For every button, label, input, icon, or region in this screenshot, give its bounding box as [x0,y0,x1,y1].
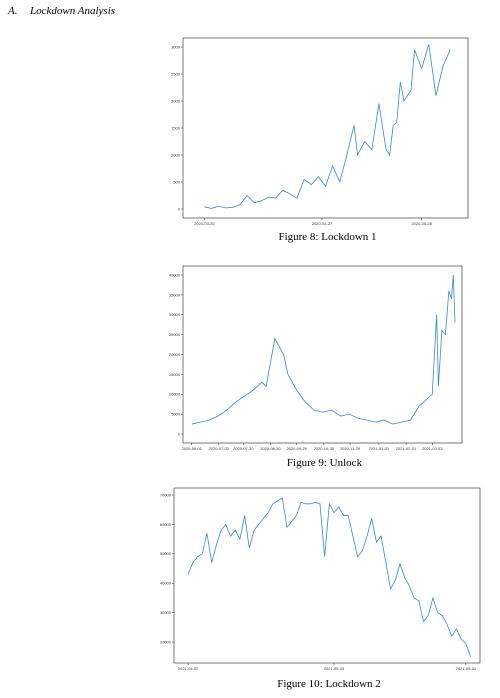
data-line [204,44,451,209]
section-title: Lockdown Analysis [29,5,115,17]
y-tick-label: 1000 [171,152,181,157]
y-tick-label: 30000 [169,312,181,317]
figure-caption: Figure 8: Lockdown 1 [278,231,376,243]
y-tick-label: 5000 [171,412,181,417]
y-tick-label: 50000 [160,551,172,556]
section-number: A. [7,5,17,17]
y-tick-label: 3000 [171,44,181,49]
x-tick-label: 2021-01-01 [369,446,390,451]
y-tick-label: 2000 [171,98,181,103]
y-tick-label: 70000 [160,492,172,497]
y-tick-label: 1500 [171,125,181,130]
x-tick-label: 2020-08-30 [260,446,281,451]
data-line [187,497,471,657]
figure-caption: Figure 9: Unlock [287,457,363,469]
figure-caption: Figure 10: Lockdown 2 [277,678,381,690]
y-tick-label: 35000 [169,292,181,297]
y-tick-label: 500 [173,179,180,184]
y-tick-label: 40000 [169,272,181,277]
x-tick-label: 2020-09-29 [286,446,307,451]
y-tick-label: 60000 [160,522,172,527]
y-tick-label: 20000 [169,352,181,357]
y-tick-label: 0 [178,431,181,436]
y-tick-label: 25000 [169,332,181,337]
y-tick-label: 10000 [169,392,181,397]
y-tick-label: 20000 [160,639,172,644]
y-tick-label: 30000 [160,610,172,615]
x-tick-label: 2021-02-01 [396,446,417,451]
x-tick-label: 2021-05-03 [324,666,345,671]
x-tick-label: 2020-05-25 [411,221,432,226]
x-tick-label: 2021-03-03 [422,446,443,451]
x-tick-label: 2020-11-29 [340,446,361,451]
x-tick-label: 2020-10-30 [314,446,335,451]
x-tick-label: 2020-04-27 [312,221,333,226]
x-tick-label: 2020-07-02 [209,446,230,451]
x-tick-label: 2020-03-25 [194,221,215,226]
x-tick-label: 2021-04-02 [178,666,199,671]
x-tick-label: 2021-05-31 [456,666,477,671]
data-line [191,274,456,425]
x-tick-label: 2020-06-01 [182,446,203,451]
y-tick-label: 40000 [160,581,172,586]
plot-frame [182,37,469,219]
x-tick-label: 2020-07-30 [233,446,254,451]
plot-frame [182,265,463,444]
y-tick-label: 0 [178,206,181,211]
y-tick-label: 2500 [171,71,181,76]
y-tick-label: 15000 [169,372,181,377]
plot-frame [173,487,481,664]
